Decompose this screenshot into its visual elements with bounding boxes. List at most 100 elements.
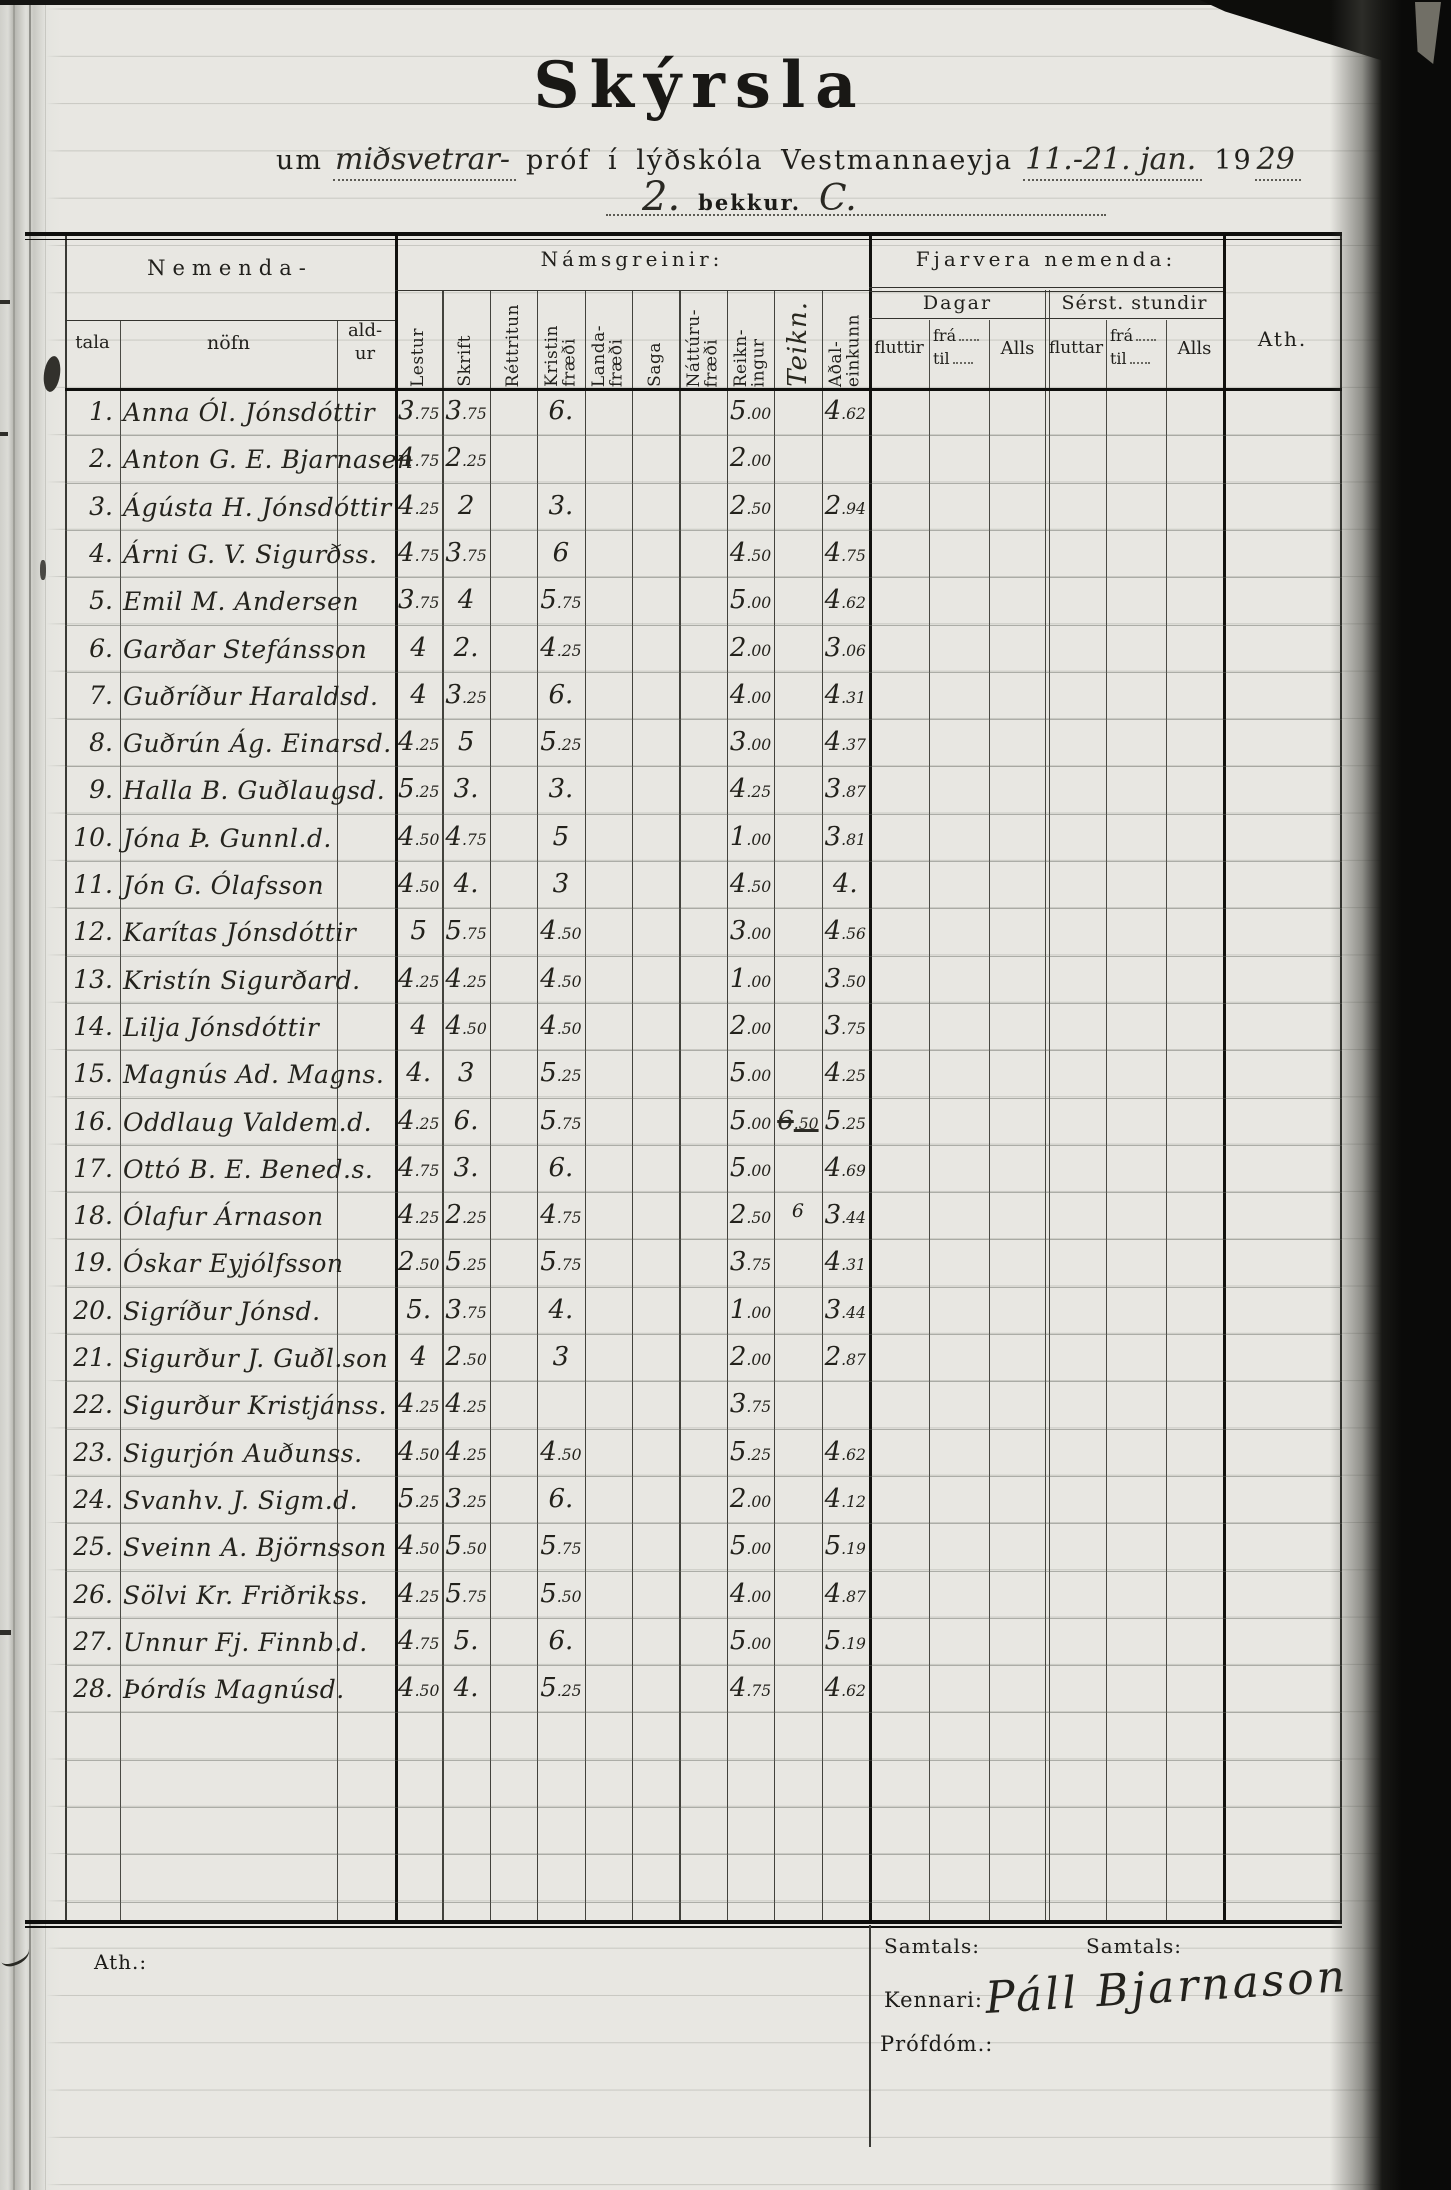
grade-cell: 5.75 <box>537 1098 584 1148</box>
grade-cell: 3.06 <box>822 625 869 675</box>
row-number: 2. <box>89 444 113 474</box>
row-number: 15. <box>73 1059 113 1089</box>
table-row: 14. Lilja Jónsdóttir 4 4.50 4.50 2.00 3.75 <box>65 1003 1342 1050</box>
mark-decimal: .75 <box>414 452 440 471</box>
nemenda-header: Nemenda- <box>147 256 313 280</box>
table-row: 28. Þórdís Magnúsd. 4.50 4. 5.25 4.75 4.62 <box>65 1665 1342 1712</box>
mark-decimal: .50 <box>414 878 440 896</box>
grid-horizontal-line <box>395 290 869 291</box>
binding-crease <box>29 0 31 2190</box>
mark-decimal: .62 <box>841 594 866 613</box>
mark-integer: 2 <box>729 1483 747 1514</box>
mark-integer: 2 <box>824 490 842 521</box>
mark-integer: 4 <box>398 1389 415 1420</box>
grade-cell: 3 <box>552 869 570 899</box>
grade-cell: 4.75 <box>822 530 869 580</box>
grade-cell: 4.25 <box>822 1050 869 1100</box>
mark-decimal: .00 <box>746 1303 772 1322</box>
grade-cell: 4.50 <box>395 1665 442 1715</box>
mark-decimal: .75 <box>746 1682 772 1701</box>
row-number: 19. <box>73 1248 113 1278</box>
mark-decimal: .62 <box>841 405 866 423</box>
date-range-handwritten: 11.-21. jan. <box>1023 142 1203 181</box>
page-title: Skýrsla <box>533 48 867 123</box>
student-name: Unnur Fj. Finnb.d. <box>123 1627 368 1657</box>
table-row: 12. Karítas Jónsdóttir 5 5.75 4.50 3.00 4.56 <box>65 908 1342 955</box>
mark-integer: 3 <box>445 537 462 568</box>
mark-integer: 5 <box>445 916 462 947</box>
grade-cell: 3.87 <box>822 766 869 816</box>
subject-column-header: Saga <box>632 290 679 387</box>
mark-integer: 4 <box>824 679 842 710</box>
ath-column-header: Ath. <box>1257 327 1308 351</box>
mark-integer: 4 <box>824 1673 842 1704</box>
grade-cell: 2.50 <box>442 1334 489 1384</box>
mark-integer: 3 <box>398 396 415 426</box>
grade-cell: 2.00 <box>727 1334 774 1384</box>
subject-label: Saga <box>645 342 666 387</box>
table-row: 18. Ólafur Árnason 4.25 2.25 4.75 2.50 6 3.44 <box>65 1192 1342 1239</box>
mark-integer: 4 <box>540 963 557 994</box>
nofn-column-header: nöfn <box>207 332 250 354</box>
grid-horizontal-line <box>25 1920 1342 1924</box>
mark-decimal: .25 <box>414 1114 440 1133</box>
student-name: Ottó B. E. Bened.s. <box>123 1154 374 1184</box>
mark-decimal: .50 <box>556 1019 582 1038</box>
grade-cell: 4.50 <box>395 1523 442 1573</box>
mark-integer: 2 <box>729 1200 747 1231</box>
alls-column-header: Alls <box>1177 338 1212 359</box>
mark-decimal: .00 <box>746 1067 772 1086</box>
mark-decimal: .25 <box>461 1492 487 1511</box>
grade-cell: 2.50 <box>727 483 774 533</box>
mark-integer: 5 <box>398 1483 415 1514</box>
mark-decimal: .00 <box>746 1019 772 1038</box>
grade-cell: 6 <box>791 1200 804 1223</box>
table-row: 19. Óskar Eyjólfsson 2.50 5.25 5.75 3.75 4.31 <box>65 1239 1342 1286</box>
grade-cell: 4.50 <box>537 1429 584 1479</box>
mark-decimal: .25 <box>841 1067 866 1086</box>
mark-integer: 5 <box>540 1247 557 1278</box>
grade-cell: 5.25 <box>395 1476 442 1526</box>
grade-cell: 5.25 <box>537 1665 584 1715</box>
student-name: Garðar Stefánsson <box>123 634 368 664</box>
mark-decimal: .25 <box>556 736 582 755</box>
subject-label: Réttritun <box>502 303 523 387</box>
fra-label: frá <box>933 324 989 347</box>
grid-horizontal-line <box>65 1050 1342 1052</box>
class-number-handwritten: 2. <box>642 174 681 220</box>
mark-decimal: .25 <box>461 1209 487 1228</box>
namsgreinir-header: Námsgreinir: <box>540 247 724 271</box>
grade-cell: 4 <box>410 679 427 710</box>
mark-decimal: .00 <box>746 452 772 471</box>
grade-cell: 4.62 <box>822 1665 869 1715</box>
mark-integer: 3 <box>445 1483 462 1514</box>
mark-integer: 4 <box>398 1200 415 1231</box>
grade-cell: 4.75 <box>395 1618 442 1668</box>
mark-decimal: .75 <box>746 1256 772 1275</box>
row-number: 1. <box>89 397 113 426</box>
subject-column-header: Réttritun <box>490 290 537 387</box>
table-row: 6. Garðar Stefánsson 4 2. 4.25 2.00 3.06 <box>65 625 1342 672</box>
grid-horizontal-line <box>65 529 1342 531</box>
dotted-underline <box>606 214 1106 216</box>
grid-horizontal-line <box>65 1097 1342 1099</box>
grade-cell: 6. <box>548 1152 574 1183</box>
mark-decimal: .25 <box>461 452 487 471</box>
grade-cell: 3. <box>453 774 479 805</box>
mark-decimal: .75 <box>461 1303 487 1322</box>
mark-decimal: .25 <box>556 1067 582 1086</box>
grid-vertical-line <box>337 320 338 1922</box>
subtitle: um miðsvetrar- próf í lýðskóla Vestmanna… <box>276 142 1301 181</box>
table-row: 17. Ottó B. E. Bened.s. 4.75 3. 6. 5.00 4.69 <box>65 1145 1342 1192</box>
mark-decimal: .87 <box>841 1587 866 1606</box>
table-row: 24. Svanhv. J. Sigm.d. 5.25 3.25 6. 2.00 4.12 <box>65 1476 1342 1523</box>
mark-integer: 2 <box>729 1342 747 1372</box>
tala-column-header: tala <box>75 332 110 353</box>
report-table: Nemenda- Námsgreinir: Fjarvera nemenda: … <box>25 232 1342 1928</box>
grade-cell: 2.00 <box>727 625 774 675</box>
table-row: 5. Emil M. Andersen 3.75 4 5.75 5.00 4.62 <box>65 577 1342 624</box>
mark-decimal: .06 <box>841 641 866 660</box>
mark-integer: 4 <box>824 916 842 947</box>
class-word-printed: bekkur. <box>698 190 802 215</box>
row-number: 14. <box>73 1011 113 1041</box>
